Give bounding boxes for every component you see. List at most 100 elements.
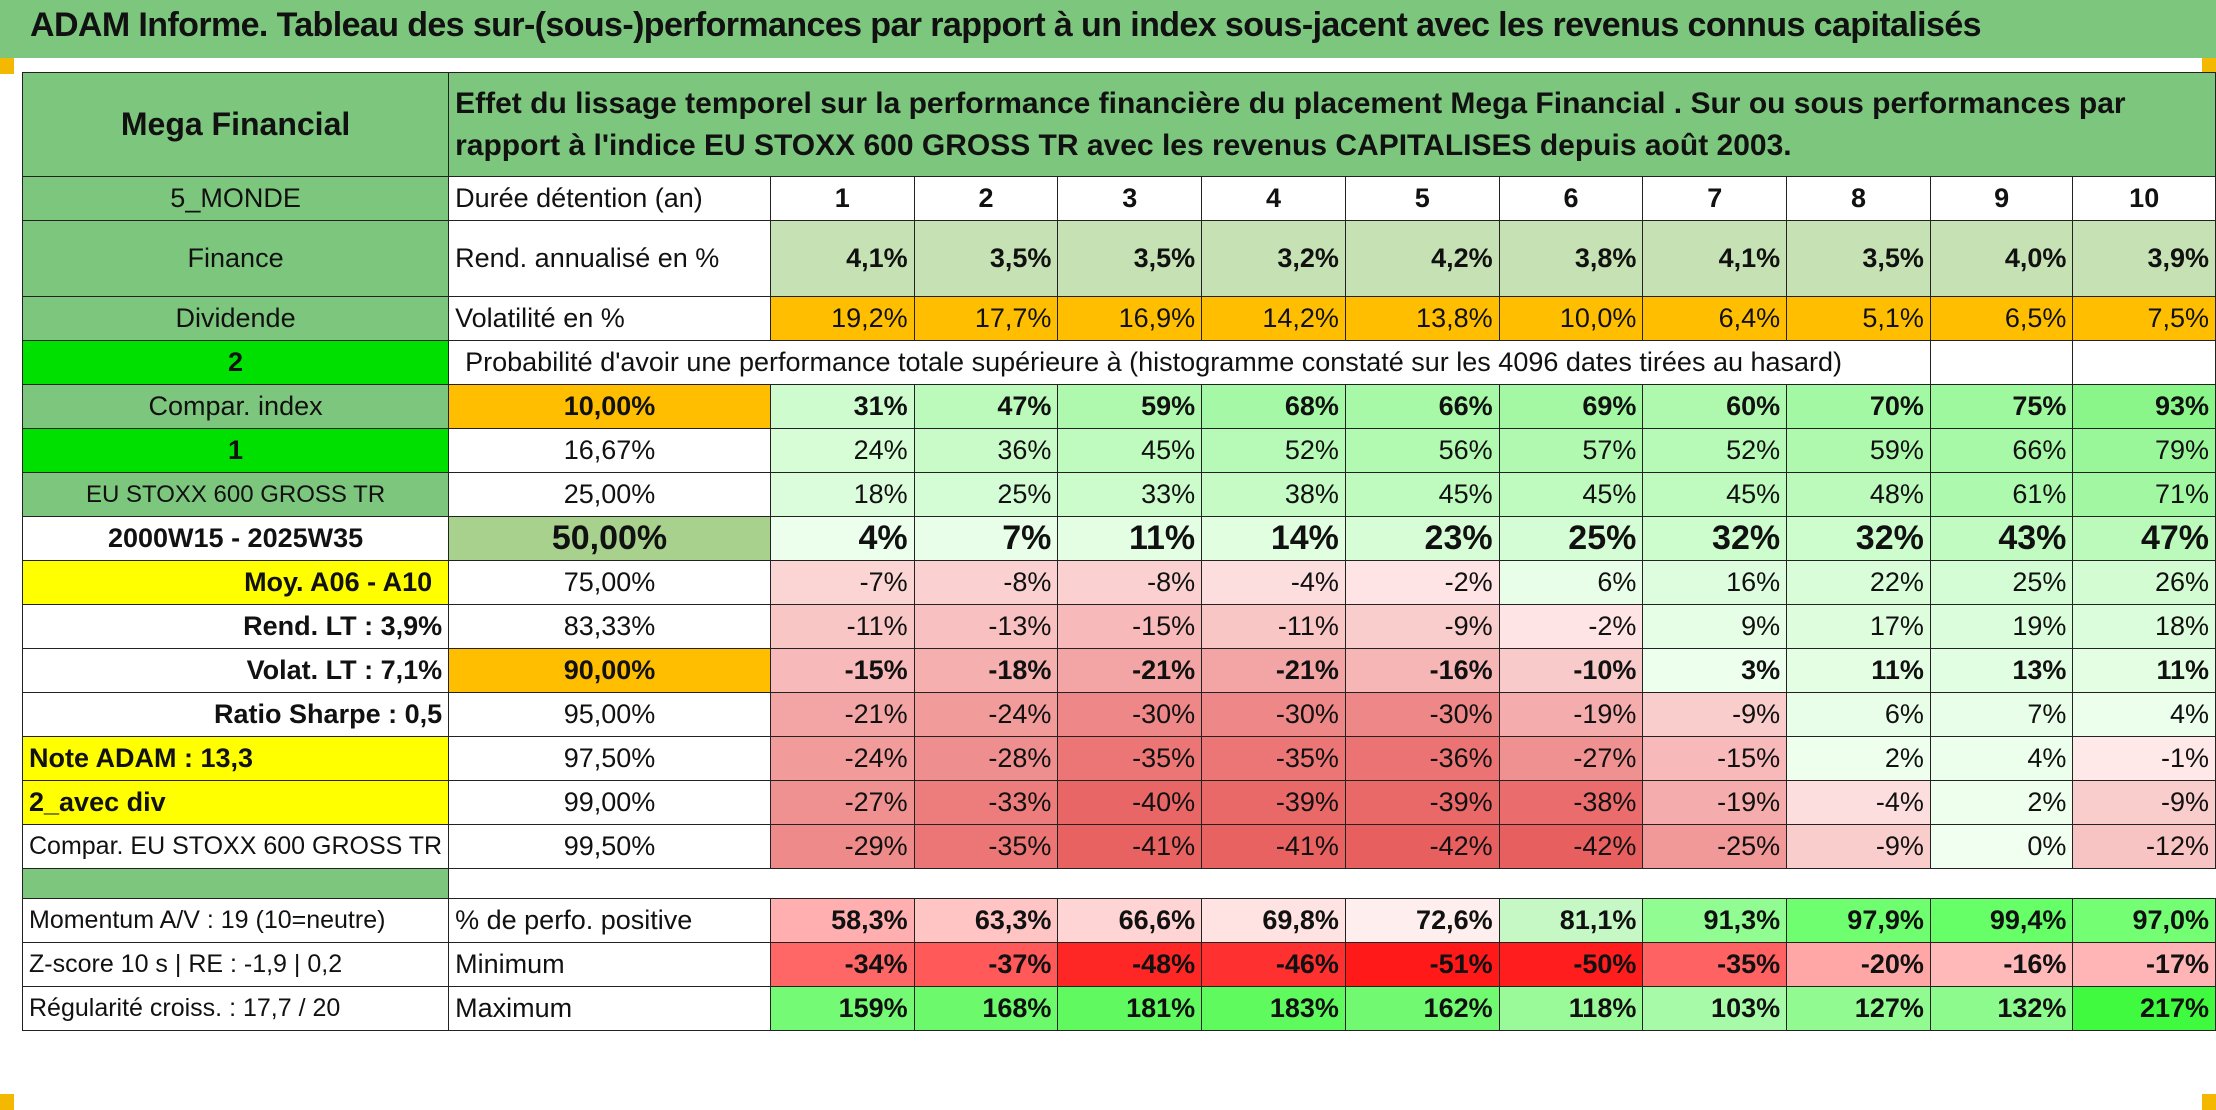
- separator-cell: [1786, 868, 1931, 899]
- minimum-value: -51%: [1344, 942, 1500, 987]
- probability-value: -24%: [913, 692, 1059, 737]
- positive-value: 97,9%: [1786, 898, 1931, 943]
- proba-row: Rend. LT : 3,9% 83,33% -11% -13% -15% -11% -9%…: [21, 604, 2216, 649]
- threshold-value: 83,33%: [448, 604, 771, 649]
- probability-value: -30%: [1344, 692, 1500, 737]
- threshold-value: 90,00%: [448, 648, 771, 693]
- separator-cell: [2072, 868, 2216, 899]
- proba-row: Note ADAM : 13,3 97,50% -24% -28% -35% -35% -3…: [21, 736, 2216, 781]
- probability-value: 60%: [1642, 384, 1788, 429]
- probability-value: 0%: [1929, 824, 2074, 869]
- year-header: 3: [1057, 176, 1203, 221]
- probability-value: 23%: [1344, 516, 1500, 561]
- probability-value: 19%: [1929, 604, 2074, 649]
- separator-cell: [448, 868, 771, 899]
- probability-value: 7%: [913, 516, 1059, 561]
- minimum-value: -46%: [1201, 942, 1346, 987]
- probability-value: 38%: [1201, 472, 1346, 517]
- proba-row: 2000W15 - 2025W35 50,00% 4% 7% 11% 14% 23% 25% 3…: [21, 516, 2216, 561]
- probability-value: -13%: [913, 604, 1059, 649]
- probability-value: -38%: [1498, 780, 1644, 825]
- separator-cell: [1345, 868, 1500, 899]
- probability-value: 70%: [1786, 384, 1931, 429]
- proba-row: Ratio Sharpe : 0,5 95,00% -21% -24% -30% -30%…: [21, 692, 2216, 737]
- positive-value: 66,6%: [1057, 898, 1203, 943]
- proba-header-row: 2 Probabilité d'avoir une performance tot…: [21, 340, 2216, 385]
- probability-value: 47%: [913, 384, 1059, 429]
- volat-value: 6,4%: [1642, 296, 1788, 341]
- separator-cell: [1057, 868, 1202, 899]
- year-header: 10: [2072, 176, 2216, 221]
- probability-value: 57%: [1498, 428, 1644, 473]
- proba-row: Compar. EU STOXX 600 GROSS TR 99,50% -29% -…: [21, 824, 2216, 869]
- probability-value: 56%: [1344, 428, 1500, 473]
- description: Effet du lissage temporel sur la perform…: [448, 72, 2216, 177]
- probability-value: 6%: [1786, 692, 1931, 737]
- probability-value: -19%: [1642, 780, 1788, 825]
- probability-value: -35%: [1057, 736, 1203, 781]
- probability-value: -41%: [1057, 824, 1203, 869]
- probability-value: 47%: [2072, 516, 2216, 561]
- positive-value: 69,8%: [1201, 898, 1346, 943]
- probability-value: -27%: [1498, 736, 1644, 781]
- probability-value: 93%: [2072, 384, 2216, 429]
- positive-value: 72,6%: [1344, 898, 1500, 943]
- threshold-value: 25,00%: [448, 472, 771, 517]
- year-header: 1: [769, 176, 915, 221]
- probability-value: 32%: [1642, 516, 1788, 561]
- probability-value: -39%: [1201, 780, 1346, 825]
- volat-value: 14,2%: [1201, 296, 1346, 341]
- probability-value: 45%: [1057, 428, 1203, 473]
- separator-cell: [21, 868, 450, 899]
- probability-value: 52%: [1201, 428, 1346, 473]
- probability-value: -30%: [1201, 692, 1346, 737]
- probability-value: -2%: [1344, 560, 1500, 605]
- volat-value: 16,9%: [1057, 296, 1203, 341]
- maximum-value: 103%: [1642, 986, 1788, 1031]
- separator-cell: [1930, 868, 2073, 899]
- rend-value: 4,1%: [769, 220, 915, 297]
- corner-marker: [2202, 58, 2216, 74]
- rend-value: 3,8%: [1498, 220, 1644, 297]
- probability-value: -11%: [769, 604, 915, 649]
- positive-row: Momentum A/V : 19 (10=neutre)% de perfo.…: [21, 898, 2216, 943]
- label-volat: Volatilité en %: [448, 296, 771, 341]
- probability-value: -18%: [913, 648, 1059, 693]
- probability-value: 25%: [1929, 560, 2074, 605]
- label-momentum: Momentum A/V : 19 (10=neutre): [21, 898, 450, 943]
- probability-value: 36%: [913, 428, 1059, 473]
- threshold-value: 97,50%: [448, 736, 771, 781]
- probability-value: 4%: [1929, 736, 2074, 781]
- proba-row: 1 16,67% 24% 36% 45% 52% 56% 57% 52% 59% 66% 79%: [21, 428, 2216, 473]
- label-rend-lt: Rend. LT : 3,9%: [21, 604, 450, 649]
- year-header: 7: [1642, 176, 1788, 221]
- rend-row: Finance Rend. annualisé en % 4,1% 3,5% 3,5% 3…: [21, 220, 2216, 297]
- probability-value: 69%: [1498, 384, 1644, 429]
- maximum-value: 159%: [769, 986, 915, 1031]
- rend-value: 4,2%: [1344, 220, 1500, 297]
- probability-value: 16%: [1642, 560, 1788, 605]
- probability-value: 32%: [1786, 516, 1931, 561]
- empty-cell: [2072, 340, 2216, 385]
- separator-cell: [1201, 868, 1346, 899]
- probability-value: 33%: [1057, 472, 1203, 517]
- maximum-value: 118%: [1498, 986, 1644, 1031]
- year-header: 8: [1786, 176, 1931, 221]
- maximum-value: 183%: [1201, 986, 1346, 1031]
- volat-row: Dividende Volatilité en % 19,2% 17,7% 16,9% 1…: [21, 296, 2216, 341]
- probability-value: -36%: [1344, 736, 1500, 781]
- probability-value: -9%: [1642, 692, 1788, 737]
- probability-value: 26%: [2072, 560, 2216, 605]
- label-compar-full: Compar. EU STOXX 600 GROSS TR: [21, 824, 450, 869]
- probability-value: 9%: [1642, 604, 1788, 649]
- corner-marker: [2202, 1094, 2216, 1110]
- maximum-value: 127%: [1786, 986, 1931, 1031]
- probability-value: -42%: [1498, 824, 1644, 869]
- separator-cell: [914, 868, 1058, 899]
- probability-value: -35%: [1201, 736, 1346, 781]
- rend-value: 3,2%: [1201, 220, 1346, 297]
- maximum-value: 132%: [1929, 986, 2074, 1031]
- proba-row: EU STOXX 600 GROSS TR 25,00% 18% 25% 33% 38% 4…: [21, 472, 2216, 517]
- maximum-value: 168%: [913, 986, 1059, 1031]
- label-moy: Moy. A06 - A10: [21, 560, 450, 605]
